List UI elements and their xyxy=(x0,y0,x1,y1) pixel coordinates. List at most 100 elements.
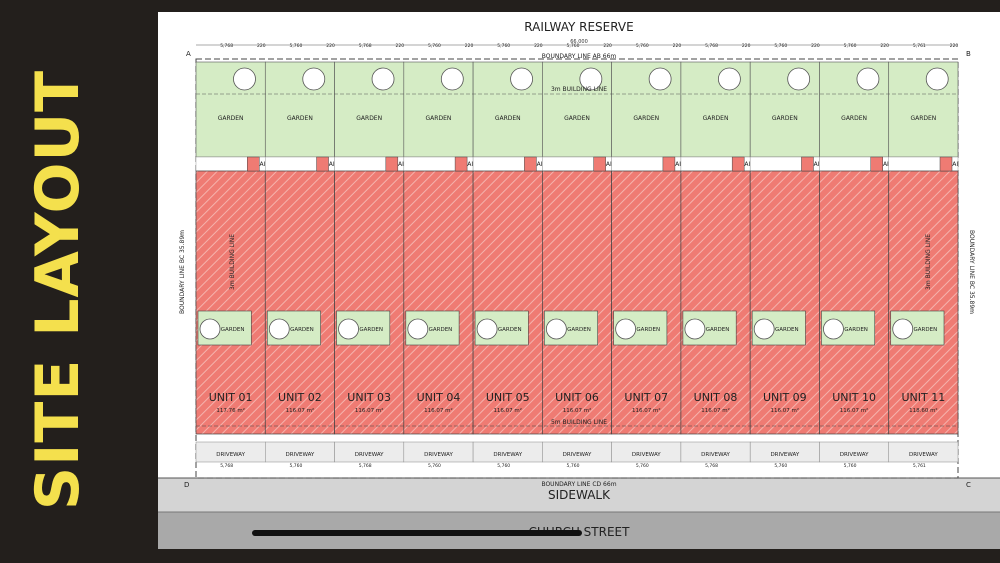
tree-symbol xyxy=(925,67,949,91)
gap-dimension: 220 xyxy=(465,43,474,49)
gap-dimension: 220 xyxy=(811,43,820,49)
driveway-label: DRIVEWAY xyxy=(909,452,938,458)
courtyard-garden-label: GARDEN xyxy=(914,327,938,333)
building-line-3m-right-label: 3m BUILDING LINE xyxy=(925,234,932,290)
garden-label: GARDEN xyxy=(426,115,452,122)
driveway-label: DRIVEWAY xyxy=(701,452,730,458)
tree-symbol xyxy=(302,67,326,91)
unit-body xyxy=(611,170,682,435)
tree-symbol xyxy=(892,318,914,340)
tree-symbol xyxy=(856,67,880,91)
unit-area: 116.07 m² xyxy=(840,407,869,414)
tree-symbol xyxy=(545,318,567,340)
unit-width-dimension: 5,760 xyxy=(844,43,857,49)
unit-body xyxy=(403,170,474,435)
tree-symbol xyxy=(823,318,844,340)
gap-dimension: 220 xyxy=(326,43,335,49)
unit-area: 116.07 m² xyxy=(424,407,453,414)
unit-width-dimension: 5,760 xyxy=(567,43,580,49)
driveway-label: DRIVEWAY xyxy=(493,452,522,458)
braai-notch xyxy=(385,156,399,172)
braai-notch xyxy=(939,156,953,172)
braai-notch xyxy=(593,156,606,172)
driveway-label: DRIVEWAY xyxy=(424,452,453,458)
unit-width-dimension: 5,768 xyxy=(705,43,718,49)
tree-symbol xyxy=(684,318,706,340)
unit-name: UNIT 07 xyxy=(624,391,668,404)
driveway-label: DRIVEWAY xyxy=(770,452,799,458)
unit-area: 116.07 m² xyxy=(493,407,522,414)
gap-dimension: 220 xyxy=(950,43,959,49)
unit-name: UNIT 04 xyxy=(417,391,461,404)
gap-dimension: 220 xyxy=(673,43,682,49)
unit-body xyxy=(888,170,959,435)
unit-width-dimension: 5,761 xyxy=(913,43,926,49)
boundary-cd-label: BOUNDARY LINE CD 66m xyxy=(541,481,616,488)
tree-symbol xyxy=(787,67,811,91)
driveway-label: DRIVEWAY xyxy=(632,452,661,458)
courtyard-garden-label: GARDEN xyxy=(636,327,660,333)
courtyard-garden-label: GARDEN xyxy=(775,327,799,333)
garden-label: GARDEN xyxy=(287,115,313,122)
unit-width-dimension-bottom: 5,768 xyxy=(705,463,718,469)
tree-symbol xyxy=(476,318,498,340)
courtyard-garden-label: GARDEN xyxy=(498,327,522,333)
sidewalk-band xyxy=(158,478,1000,512)
sidewalk-label: SIDEWALK xyxy=(548,488,611,502)
corner-a-label: A xyxy=(186,50,191,58)
sidebar-title-text: SITE LAYOUT xyxy=(23,69,94,511)
driveway-label: DRIVEWAY xyxy=(355,452,384,458)
braai-notch xyxy=(870,156,883,172)
unit-width-dimension-bottom: 5,760 xyxy=(567,463,580,469)
unit-width-dimension: 5,760 xyxy=(774,43,787,49)
unit-name: UNIT 01 xyxy=(209,391,253,404)
unit-width-dimension-bottom: 5,760 xyxy=(289,463,302,469)
scrollbar-thumb[interactable] xyxy=(252,530,582,536)
unit-name: UNIT 09 xyxy=(763,391,807,404)
tree-symbol xyxy=(199,318,221,340)
gap-dimension: 220 xyxy=(603,43,612,49)
unit-width-dimension-bottom: 5,761 xyxy=(913,463,926,469)
tree-symbol xyxy=(615,318,637,340)
corner-c-label: C xyxy=(966,481,971,489)
gap-dimension: 220 xyxy=(257,43,266,49)
garden-label: GARDEN xyxy=(841,115,867,122)
courtyard-garden-label: GARDEN xyxy=(290,327,314,333)
unit-width-dimension: 5,768 xyxy=(220,43,233,49)
tree-symbol xyxy=(648,67,672,91)
tree-symbol xyxy=(338,318,359,340)
tree-symbol xyxy=(440,67,464,91)
overall-width-label: 66.000 xyxy=(570,39,588,45)
unit-width-dimension-bottom: 5,760 xyxy=(636,463,649,469)
unit-width-dimension-bottom: 5,768 xyxy=(359,463,372,469)
garden-label: GARDEN xyxy=(633,115,659,122)
tree-symbol xyxy=(371,67,395,91)
corner-b-label: B xyxy=(966,50,971,58)
unit-name: UNIT 08 xyxy=(694,391,738,404)
unit-width-dimension-bottom: 5,760 xyxy=(774,463,787,469)
unit-area: 116.07 m² xyxy=(632,407,661,414)
braai-notch xyxy=(247,156,260,172)
courtyard-garden-label: GARDEN xyxy=(359,327,383,333)
unit-area: 116.07 m² xyxy=(286,407,315,414)
unit-name: UNIT 05 xyxy=(486,391,530,404)
braai-notch xyxy=(731,156,745,172)
unit-width-dimension: 5,760 xyxy=(289,43,302,49)
garden-label: GARDEN xyxy=(356,115,382,122)
courtyard-garden xyxy=(821,310,876,346)
unit-body xyxy=(264,170,335,435)
garden-label: GARDEN xyxy=(910,115,936,122)
courtyard-garden xyxy=(405,310,460,346)
building-line-3m-top-label: 3m BUILDING LINE xyxy=(551,86,607,93)
driveway-label: DRIVEWAY xyxy=(286,452,315,458)
boundary-bc-left-label: BOUNDARY LINE BC 35.89m xyxy=(179,230,186,314)
unit-body xyxy=(195,170,266,435)
unit-body xyxy=(472,170,543,435)
